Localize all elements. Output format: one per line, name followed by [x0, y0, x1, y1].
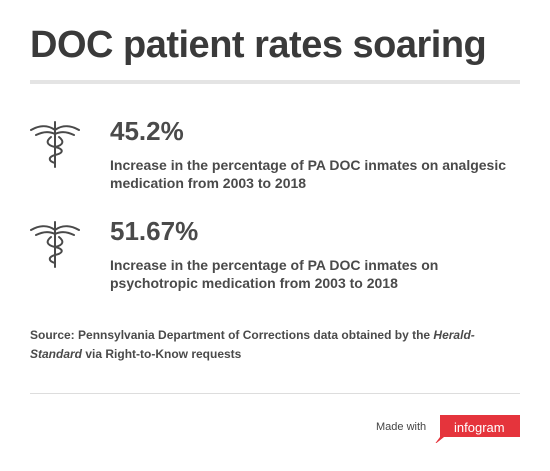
source-publication: Herald-Standard: [30, 328, 475, 361]
stat-description: Increase in the percentage of PA DOC inm…: [110, 257, 439, 291]
source-note: Source: Pennsylvania Department of Corre…: [30, 326, 510, 364]
page-title: DOC patient rates soaring: [30, 24, 487, 66]
source-prefix: Source: Pennsylvania Department of Corre…: [30, 328, 434, 342]
title-divider: [30, 80, 520, 84]
made-with-label: Made with: [376, 421, 427, 433]
infogram-badge-shape: [435, 415, 520, 443]
caduceus-icon: [30, 220, 80, 268]
source-suffix: via Right-to-Know requests: [82, 347, 242, 361]
stat-value: 51.67%: [110, 216, 199, 246]
caduceus-icon: [30, 120, 80, 168]
stat-value: 45.2%: [110, 116, 184, 146]
infogram-brand-label: infogram: [454, 420, 505, 435]
infogram-logo-link[interactable]: infogram: [432, 415, 520, 443]
stat-description: Increase in the percentage of PA DOC inm…: [110, 157, 507, 191]
footer-divider: [30, 393, 520, 394]
